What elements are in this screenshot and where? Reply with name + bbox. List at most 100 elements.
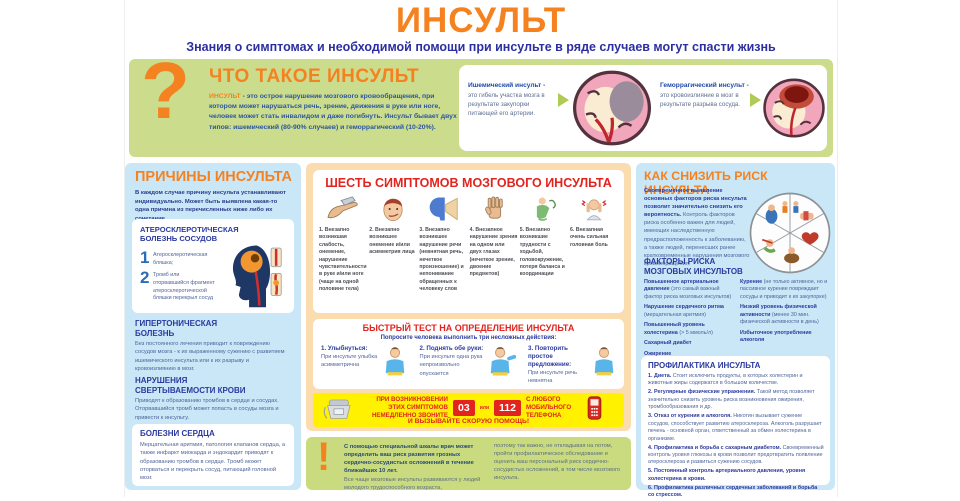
balance-icon (536, 197, 556, 221)
heart-disease-text: Мерцательная аритмия, патология клапанов… (140, 442, 286, 482)
risk-note-box: ! С помощью специальной шкалы врач может… (306, 435, 631, 493)
exclamation-icon: ! (317, 435, 331, 479)
note-column-2: поэтому так важно, не откладывая на пото… (494, 443, 621, 481)
stroke-poster: ИНСУЛЬТ Знания о симптомах и необходимой… (124, 0, 838, 498)
prevention-list: 1. Диета. Стоит исключить продукты, в ко… (648, 373, 824, 501)
symptom-item: 4. Внезапное нарушение зрения на одном и… (470, 195, 518, 293)
atherosclerosis-heading: АТЕРОСКЛЕРОТИЧЕСКАЯ БОЛЕЗНЬ СОСУДОВ (140, 225, 239, 244)
raise-arms-person-icon (490, 347, 516, 376)
head-profile-icon (232, 245, 282, 308)
test-text: При инсульте одна рука непроизвольно опу… (419, 354, 483, 377)
hypertension-text: Без постоянного лечения приводит к повре… (135, 341, 285, 372)
emergency-number-112: 112 (494, 400, 521, 417)
prevention-item: 4. Профилактика и борьба с сахарным диаб… (648, 444, 824, 466)
numb-hand-icon (327, 196, 358, 219)
symptom-caption: 1. Внезапно возникшая слабость, онемение… (319, 227, 367, 292)
emergency-line3: И ВЫЗЫВАЙТЕ СКОРУЮ ПОМОЩЬ! (407, 418, 530, 425)
quick-test-row: 1. Улыбнуться: При инсульте улыбка асимм… (321, 345, 616, 386)
test-item: 3. Повторить простое предложение: При ин… (528, 345, 616, 386)
ischemic-desc: это гибель участка мозга в результате за… (468, 92, 545, 118)
emergency-or: или (479, 405, 490, 412)
risk-factor: Нарушение сердечного ритма (мерцательная… (644, 304, 724, 318)
ischemic-brain-icon (573, 70, 651, 146)
prevention-item: 6. Профилактика различных сердечных забо… (648, 484, 818, 499)
hemorrhagic-desc: это кровоизлияние в мозг в результате ра… (660, 92, 741, 109)
risk-factor: Сахарный диабет (644, 340, 692, 347)
prevention-item: 3. Отказ от курения и алкоголя. Никотин … (648, 413, 822, 442)
emergency-line2: С ЛЮБОГО МОБИЛЬНОГО ТЕЛЕФОНА (525, 396, 572, 420)
risk-factor: Низкий уровень физической активности (ме… (740, 304, 819, 326)
test-title: 1. Улыбнуться: (321, 345, 368, 352)
test-title: 2. Поднять обе руки: (419, 345, 484, 352)
note-bold: С помощью специальной шкалы врач может о… (344, 444, 474, 475)
repeat-person-icon (594, 347, 614, 376)
prevention-item: 5. Постоянный контроль артериального дав… (648, 468, 806, 482)
risk-factors-heading: ФАКТОРЫ РИСКА МОЗГОВЫХ ИНСУЛЬТОВ (644, 257, 743, 276)
reduce-risk-text: Контроль факторов риска особенно важен д… (644, 212, 750, 267)
test-text: При инсульте улыбка асимметрична (321, 354, 378, 369)
vision-icon (484, 196, 503, 219)
what-is-text: ИНСУЛЬТ - это острое нарушение мозгового… (209, 92, 461, 133)
symptoms-panel: ШЕСТЬ СИМПТОМОВ МОЗГОВОГО ИНСУЛЬТА 1. Вн… (306, 163, 631, 431)
six-symptoms-box: ШЕСТЬ СИМПТОМОВ МОЗГОВОГО ИНСУЛЬТА 1. Вн… (313, 170, 624, 313)
page-title: ИНСУЛЬТ (395, 1, 567, 40)
what-is-lead: ИНСУЛЬТ (209, 93, 241, 100)
headache-icon (581, 199, 607, 221)
hypertension-heading: ГИПЕРТОНИЧЕСКАЯ БОЛЕЗНЬ (135, 319, 218, 338)
test-item: 2. Поднять обе руки: При инсульте одна р… (420, 345, 516, 386)
risk-factor: Курение (не только активное, но и пассив… (740, 279, 828, 300)
symptoms-row: 1. Внезапно возникшая слабость, онемение… (319, 195, 618, 293)
smile-person-icon (385, 347, 405, 376)
ischemic-type: Ишемический инсульт - это гибель участка… (468, 81, 556, 119)
symptom-caption: 5. Внезапно возникшие трудности с ходьбо… (519, 227, 565, 278)
symptom-item: 6. Внезапная очень сильная головная боль (570, 195, 618, 293)
prevention-heading: ПРОФИЛАКТИКА ИНСУЛЬТА (648, 361, 761, 370)
reduce-risk-heading: КАК СНИЗИТЬ РИСК ИНСУЛЬТА (644, 169, 768, 197)
risk-factor: Повышенное артериальное давление (это са… (644, 279, 732, 300)
note-column-1: С помощью специальной шкалы врач может о… (344, 443, 484, 493)
risk-factor: Избыточное употребление алкоголя (740, 329, 812, 344)
question-mark-icon: ? (141, 46, 190, 135)
prevention-item: 1. Диета. Стоит исключить продукты, в ко… (648, 373, 803, 387)
hemorrhagic-type: Геморрагический инсульт - это кровоизлия… (660, 81, 750, 110)
note-text1: Все чаще мозговые инсульты развиваются у… (344, 477, 481, 492)
heart-disease-box: БОЛЕЗНИ СЕРДЦА Мерцательная аритмия, пат… (132, 424, 294, 486)
risk-factors-col2: Курение (не только активное, но и пассив… (740, 279, 830, 348)
prevention-box: ПРОФИЛАКТИКА ИНСУЛЬТА 1. Диета. Стоит ис… (641, 356, 830, 498)
symptom-caption: 3. Внезапно возникшее нарушение речи (не… (419, 227, 464, 292)
quick-test-sub: Попросите человека выполнить три несложн… (380, 335, 557, 341)
symptom-item: 5. Внезапно возникшие трудности с ходьбо… (520, 195, 568, 293)
reduce-risk-bold: Своевременное выявление основных факторо… (644, 188, 747, 219)
symptom-caption: 6. Внезапная очень сильная головная боль (569, 227, 609, 248)
what-is-section: ? ЧТО ТАКОЕ ИНСУЛЬТ ИНСУЛЬТ - это острое… (129, 51, 833, 157)
test-title: 3. Повторить простое предложение: (528, 345, 572, 369)
symptom-item: 2. Внезапно возникшее онемение и/или аси… (369, 195, 417, 293)
atherosclerosis-item1: Атеросклеротическая бляшка; (153, 252, 208, 266)
quick-test-box: БЫСТРЫЙ ТЕСТ НА ОПРЕДЕЛЕНИЕ ИНСУЛЬТА Поп… (313, 319, 624, 389)
atherosclerosis-box: АТЕРОСКЛЕРОТИЧЕСКАЯ БОЛЕЗНЬ СОСУДОВ 1 Ат… (132, 219, 294, 313)
hemorrhagic-name: Геморрагический инсульт - (660, 82, 749, 89)
risk-factors-col1: Повышенное артериальное давление (это са… (644, 279, 736, 361)
emergency-line1: ПРИ ВОЗНИКНОВЕНИИ ЭТИХ СИМПТОМОВ НЕМЕДЛЕ… (371, 396, 448, 420)
clotting-heading: НАРУШЕНИЯ СВЕРТЫВАЕМОСТИ КРОВИ (135, 376, 246, 395)
reduce-risk-panel: КАК СНИЗИТЬ РИСК ИНСУЛЬТА Своевременное … (636, 163, 835, 498)
item-number: 2 (140, 268, 150, 287)
quick-test-heading: БЫСТРЫЙ ТЕСТ НА ОПРЕДЕЛЕНИЕ ИНСУЛЬТА (362, 323, 575, 333)
arrow-right-icon (750, 93, 761, 107)
test-item: 1. Улыбнуться: При инсульте улыбка асимм… (321, 345, 407, 386)
symptoms-heading: ШЕСТЬ СИМПТОМОВ МОЗГОВОГО ИНСУЛЬТА (325, 176, 612, 190)
item-number: 1 (140, 248, 150, 267)
page-subtitle: Знания о симптомах и необходимой помощи … (186, 40, 776, 54)
emergency-number-03: 03 (453, 400, 475, 417)
stroke-types-box: Ишемический инсульт - это гибель участка… (459, 65, 827, 151)
arrow-right-icon (558, 93, 569, 107)
causes-panel: ПРИЧИНЫ ИНСУЛЬТА В каждом случае причину… (125, 163, 301, 490)
symptom-item: 3. Внезапно возникшее нарушение речи (не… (419, 195, 467, 293)
symptom-caption: 4. Внезапное нарушение зрения на одном и… (469, 227, 518, 278)
causes-heading: ПРИЧИНЫ ИНСУЛЬТА (135, 169, 293, 185)
risk-factor: Ожирение (644, 350, 672, 357)
symptom-item: 1. Внезапно возникшая слабость, онемение… (319, 195, 367, 293)
test-text: При инсульте речь невнятна (528, 370, 578, 385)
causes-intro: В каждом случае причину инсульта устанав… (135, 190, 286, 222)
emergency-banner: ПРИ ВОЗНИКНОВЕНИИ ЭТИХ СИМПТОМОВ НЕМЕДЛЕ… (313, 393, 624, 427)
